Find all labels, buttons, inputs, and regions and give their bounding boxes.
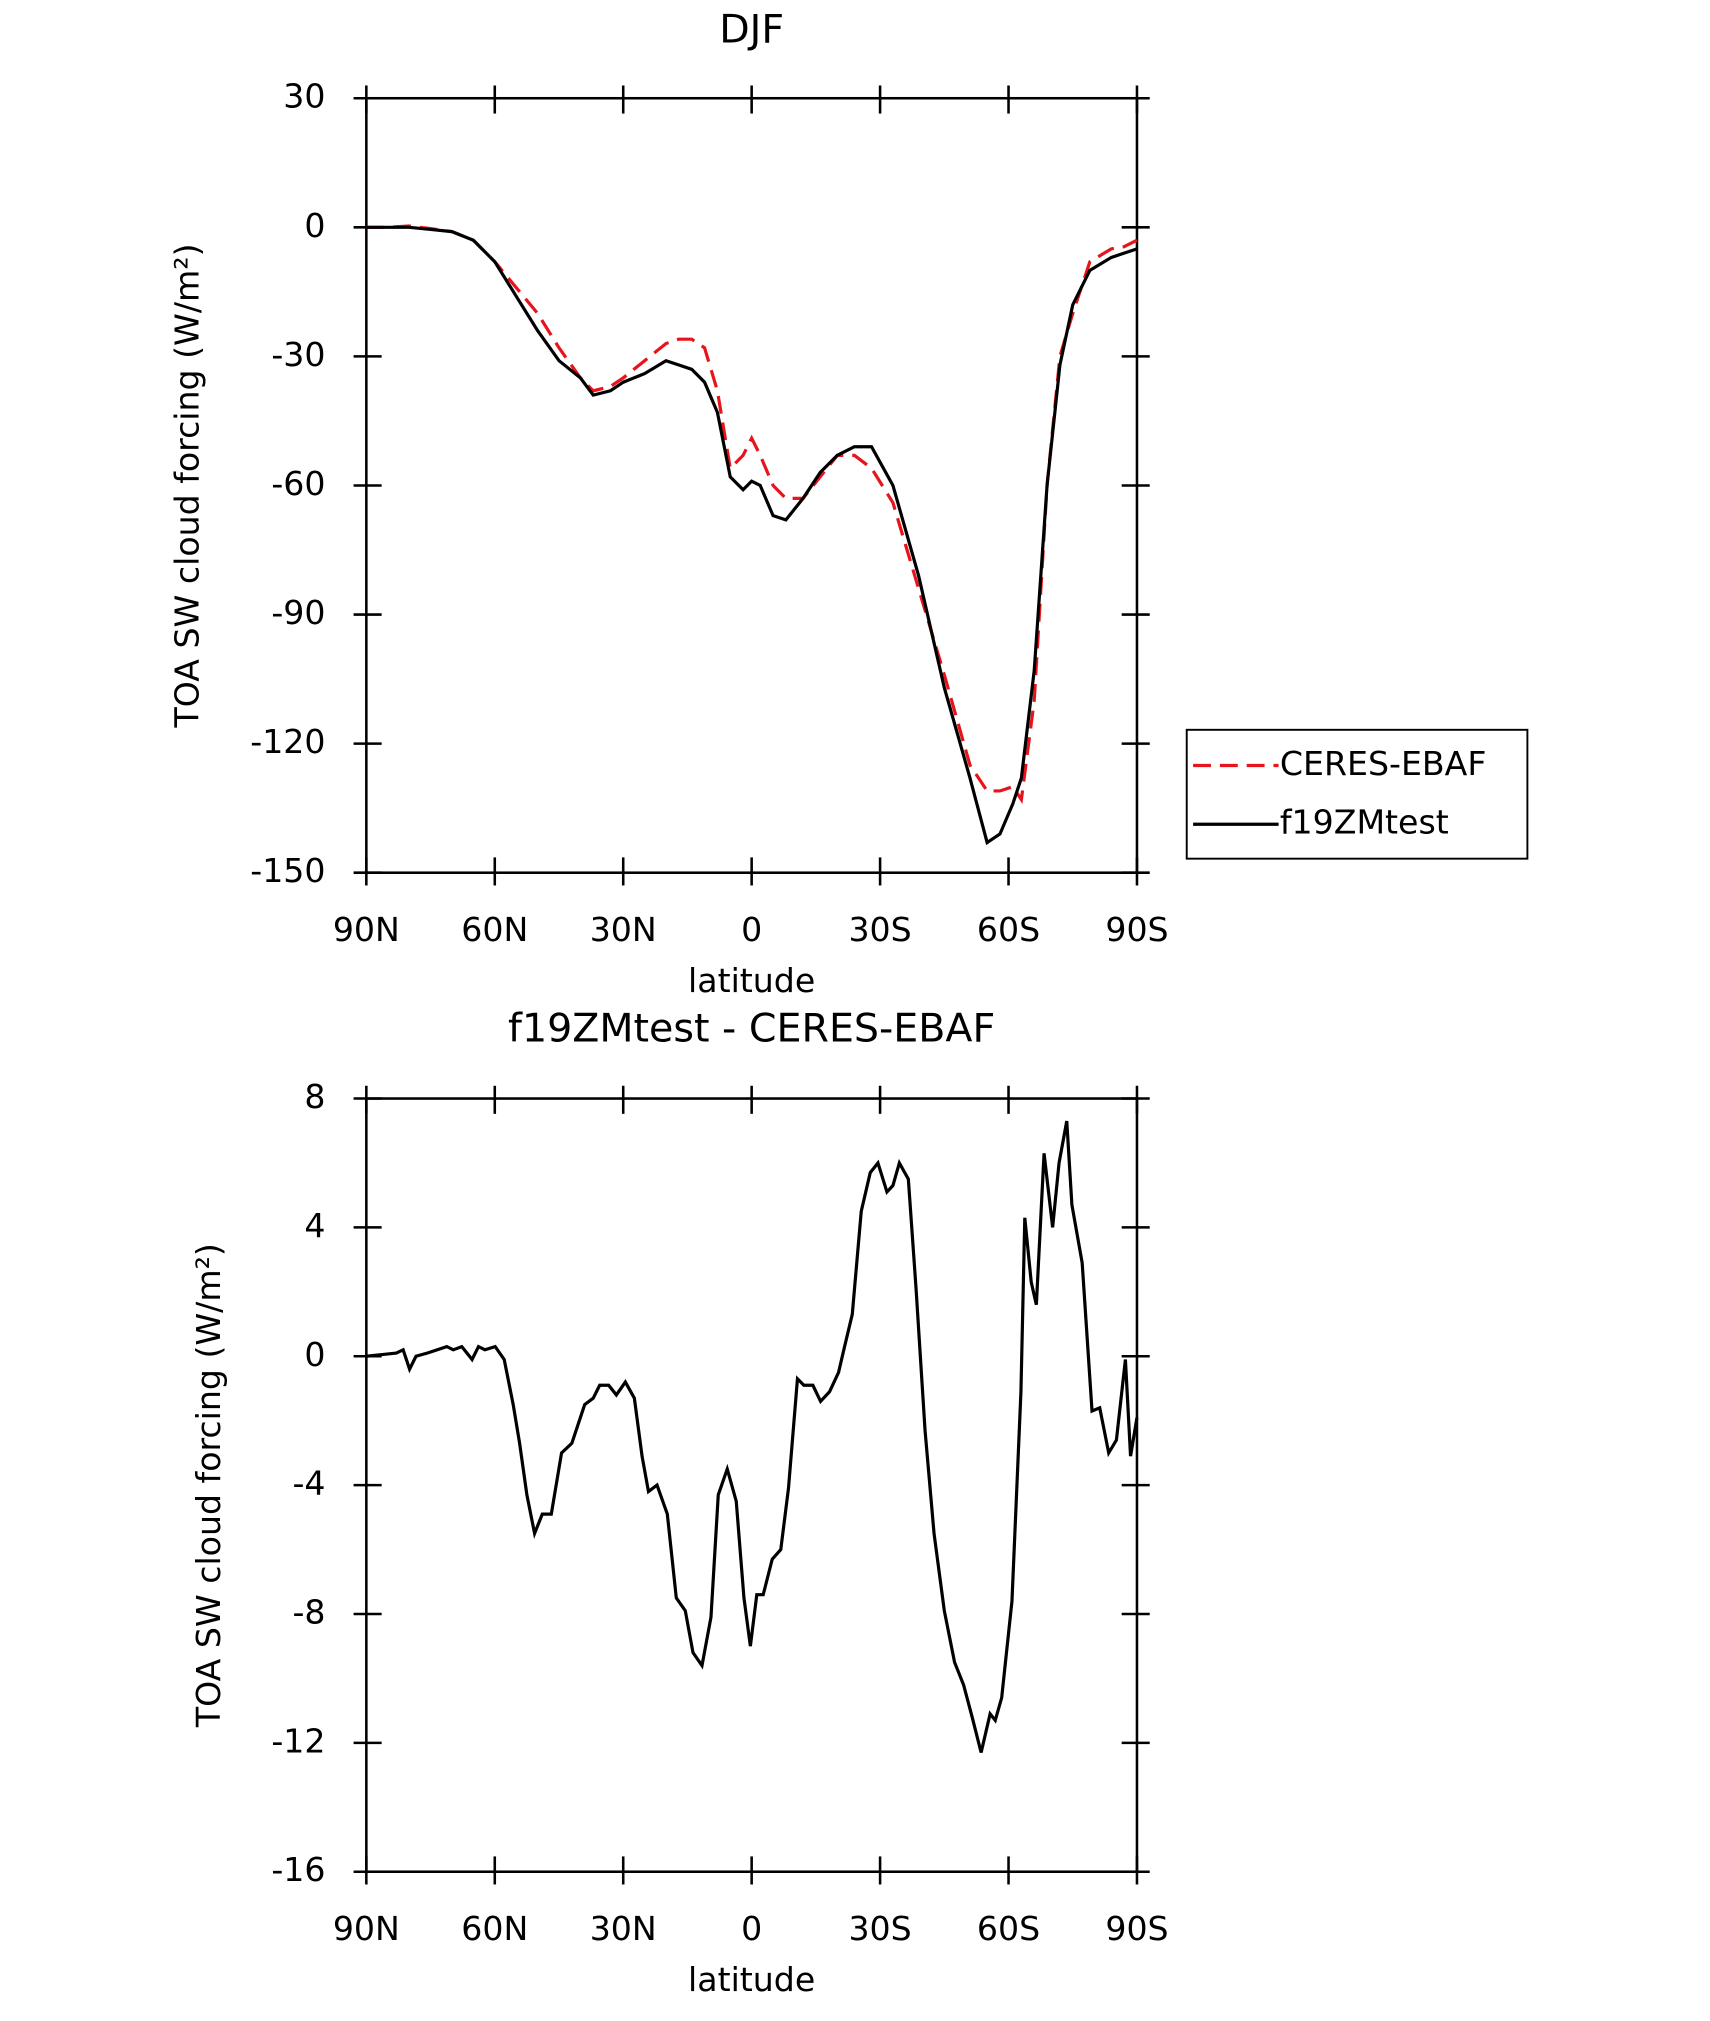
y-tick-label: -4 xyxy=(292,1464,325,1503)
x-tick-label: 60S xyxy=(977,1909,1040,1948)
y-tick-label: -60 xyxy=(271,464,325,503)
y-tick-label: 8 xyxy=(304,1077,325,1116)
legend-label: CERES-EBAF xyxy=(1280,744,1487,783)
chart-title: f19ZMtest - CERES-EBAF xyxy=(508,1005,995,1051)
x-tick-label: 30S xyxy=(848,910,911,949)
y-tick-label: 4 xyxy=(304,1206,325,1245)
x-tick-label: 90S xyxy=(1105,1909,1168,1948)
y-tick-label: 30 xyxy=(283,77,325,116)
chart-title: DJF xyxy=(719,6,784,52)
y-tick-label: -120 xyxy=(250,722,325,761)
legend-box xyxy=(1185,728,1529,860)
plot-frame xyxy=(365,96,1139,874)
x-tick-label: 60N xyxy=(461,1909,528,1948)
y-tick-label: -30 xyxy=(271,335,325,374)
legend-label: f19ZMtest xyxy=(1280,803,1449,842)
x-tick-label: 90N xyxy=(333,910,400,949)
x-tick-label: 60N xyxy=(461,910,528,949)
y-tick-label: -150 xyxy=(250,851,325,890)
y-axis-label: TOA SW cloud forcing (W/m²) xyxy=(167,243,206,728)
y-tick-label: -90 xyxy=(271,593,325,632)
plot-frame xyxy=(365,1097,1139,1873)
data-line xyxy=(366,225,1138,846)
y-tick-label: -16 xyxy=(271,1850,325,1889)
x-tick-label: 30N xyxy=(590,910,657,949)
data-line xyxy=(366,1120,1139,1753)
data-line xyxy=(366,224,1138,804)
x-tick-label: 0 xyxy=(741,910,762,949)
x-axis-label: latitude xyxy=(688,961,815,1000)
y-tick-label: -12 xyxy=(271,1721,325,1760)
x-axis-label: latitude xyxy=(688,1960,815,1999)
y-axis-label: TOA SW cloud forcing (W/m²) xyxy=(189,1243,228,1728)
y-tick-label: 0 xyxy=(304,206,325,245)
x-tick-label: 0 xyxy=(741,1909,762,1948)
x-tick-label: 30S xyxy=(848,1909,911,1948)
y-tick-label: 0 xyxy=(304,1335,325,1374)
x-tick-label: 90S xyxy=(1105,910,1168,949)
x-tick-label: 90N xyxy=(333,1909,400,1948)
y-tick-label: -8 xyxy=(292,1592,325,1631)
x-tick-label: 60S xyxy=(977,910,1040,949)
x-tick-label: 30N xyxy=(590,1909,657,1948)
